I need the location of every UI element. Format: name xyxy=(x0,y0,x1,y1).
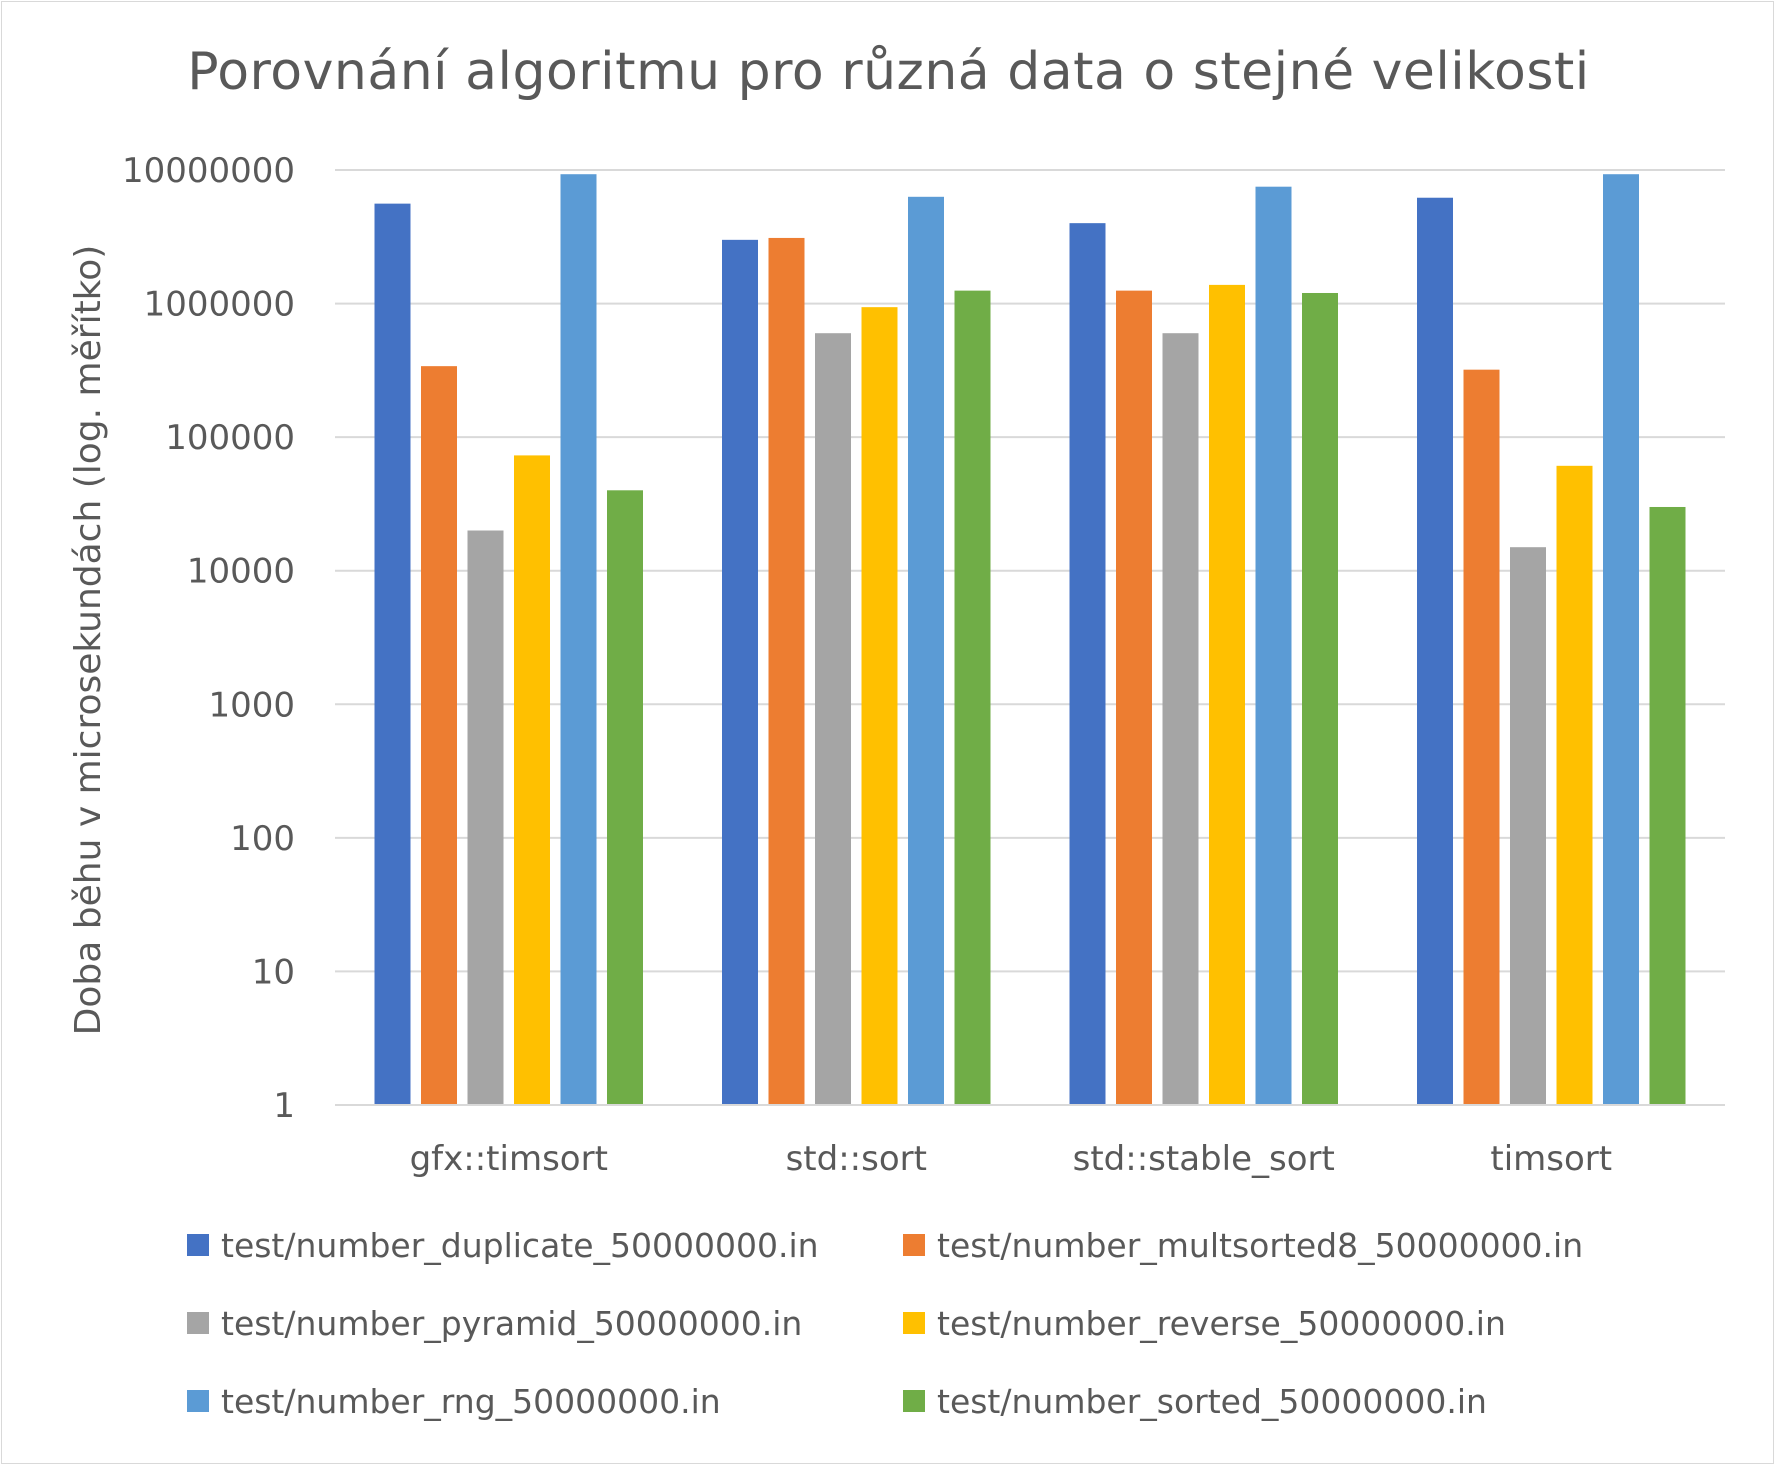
bar xyxy=(421,366,457,1105)
bar xyxy=(514,455,550,1105)
x-category-label: std::sort xyxy=(786,1139,927,1179)
legend-item: test/number_sorted_50000000.in xyxy=(903,1381,1587,1421)
bar xyxy=(768,237,805,1105)
bar xyxy=(1116,290,1152,1105)
bar xyxy=(1556,465,1593,1105)
bar xyxy=(815,333,851,1105)
y-tick-label: 100000 xyxy=(165,418,295,458)
bar xyxy=(560,174,597,1105)
bar xyxy=(954,290,991,1105)
legend-label: test/number_reverse_50000000.in xyxy=(937,1303,1506,1343)
bar xyxy=(1463,369,1500,1105)
legend-swatch xyxy=(187,1390,209,1412)
y-tick-label: 1 xyxy=(273,1086,295,1126)
legend-swatch xyxy=(903,1312,925,1334)
bar xyxy=(1255,186,1292,1106)
legend-item: test/number_duplicate_50000000.in xyxy=(187,1225,903,1265)
bar xyxy=(467,530,504,1105)
y-tick-label: 1000000 xyxy=(144,285,295,325)
legend-item: test/number_reverse_50000000.in xyxy=(903,1303,1587,1343)
bar xyxy=(1302,292,1338,1105)
y-tick-label: 1000 xyxy=(208,685,295,725)
y-tick-label: 10 xyxy=(252,952,295,992)
chart-plot: 1 10 100 1000 10000 100000 1000000 10000000 gfx… xyxy=(68,151,1725,1179)
bar xyxy=(1649,506,1686,1106)
legend-label: test/number_pyramid_50000000.in xyxy=(221,1303,803,1343)
bar xyxy=(1417,197,1453,1106)
y-axis-title: Doba běhu v microsekundách (log. měřítko… xyxy=(68,245,109,1036)
y-tick-label: 100 xyxy=(230,819,295,859)
legend-swatch xyxy=(903,1234,925,1256)
bar xyxy=(1209,284,1245,1105)
y-tick-label: 10000000 xyxy=(122,151,295,191)
x-category-label: std::stable_sort xyxy=(1073,1139,1335,1179)
legend-swatch xyxy=(903,1390,925,1412)
legend-item: test/number_multsorted8_50000000.in xyxy=(903,1225,1587,1265)
legend-label: test/number_duplicate_50000000.in xyxy=(221,1225,819,1265)
legend-label: test/number_multsorted8_50000000.in xyxy=(937,1225,1584,1265)
bar xyxy=(1510,547,1546,1105)
legend-label: test/number_rng_50000000.in xyxy=(221,1381,721,1421)
legend-label: test/number_sorted_50000000.in xyxy=(937,1381,1487,1421)
bar xyxy=(1162,333,1199,1105)
x-category-label: timsort xyxy=(1490,1139,1612,1179)
chart-title: Porovnání algoritmu pro různá data o ste… xyxy=(187,42,1590,102)
bar xyxy=(607,490,643,1105)
bar xyxy=(1069,223,1106,1105)
y-tick-label: 10000 xyxy=(187,552,295,592)
legend-item: test/number_pyramid_50000000.in xyxy=(187,1303,903,1343)
legend-swatch xyxy=(187,1312,209,1334)
x-category-label: gfx::timsort xyxy=(410,1139,608,1179)
legend-item: test/number_rng_50000000.in xyxy=(187,1381,903,1421)
bar xyxy=(374,203,411,1105)
bar xyxy=(722,239,758,1105)
bar xyxy=(861,307,898,1105)
legend-swatch xyxy=(187,1234,209,1256)
bar xyxy=(908,196,944,1105)
bar xyxy=(1603,174,1639,1105)
chart-legend: test/number_duplicate_50000000.in test/nu… xyxy=(187,1225,1587,1421)
